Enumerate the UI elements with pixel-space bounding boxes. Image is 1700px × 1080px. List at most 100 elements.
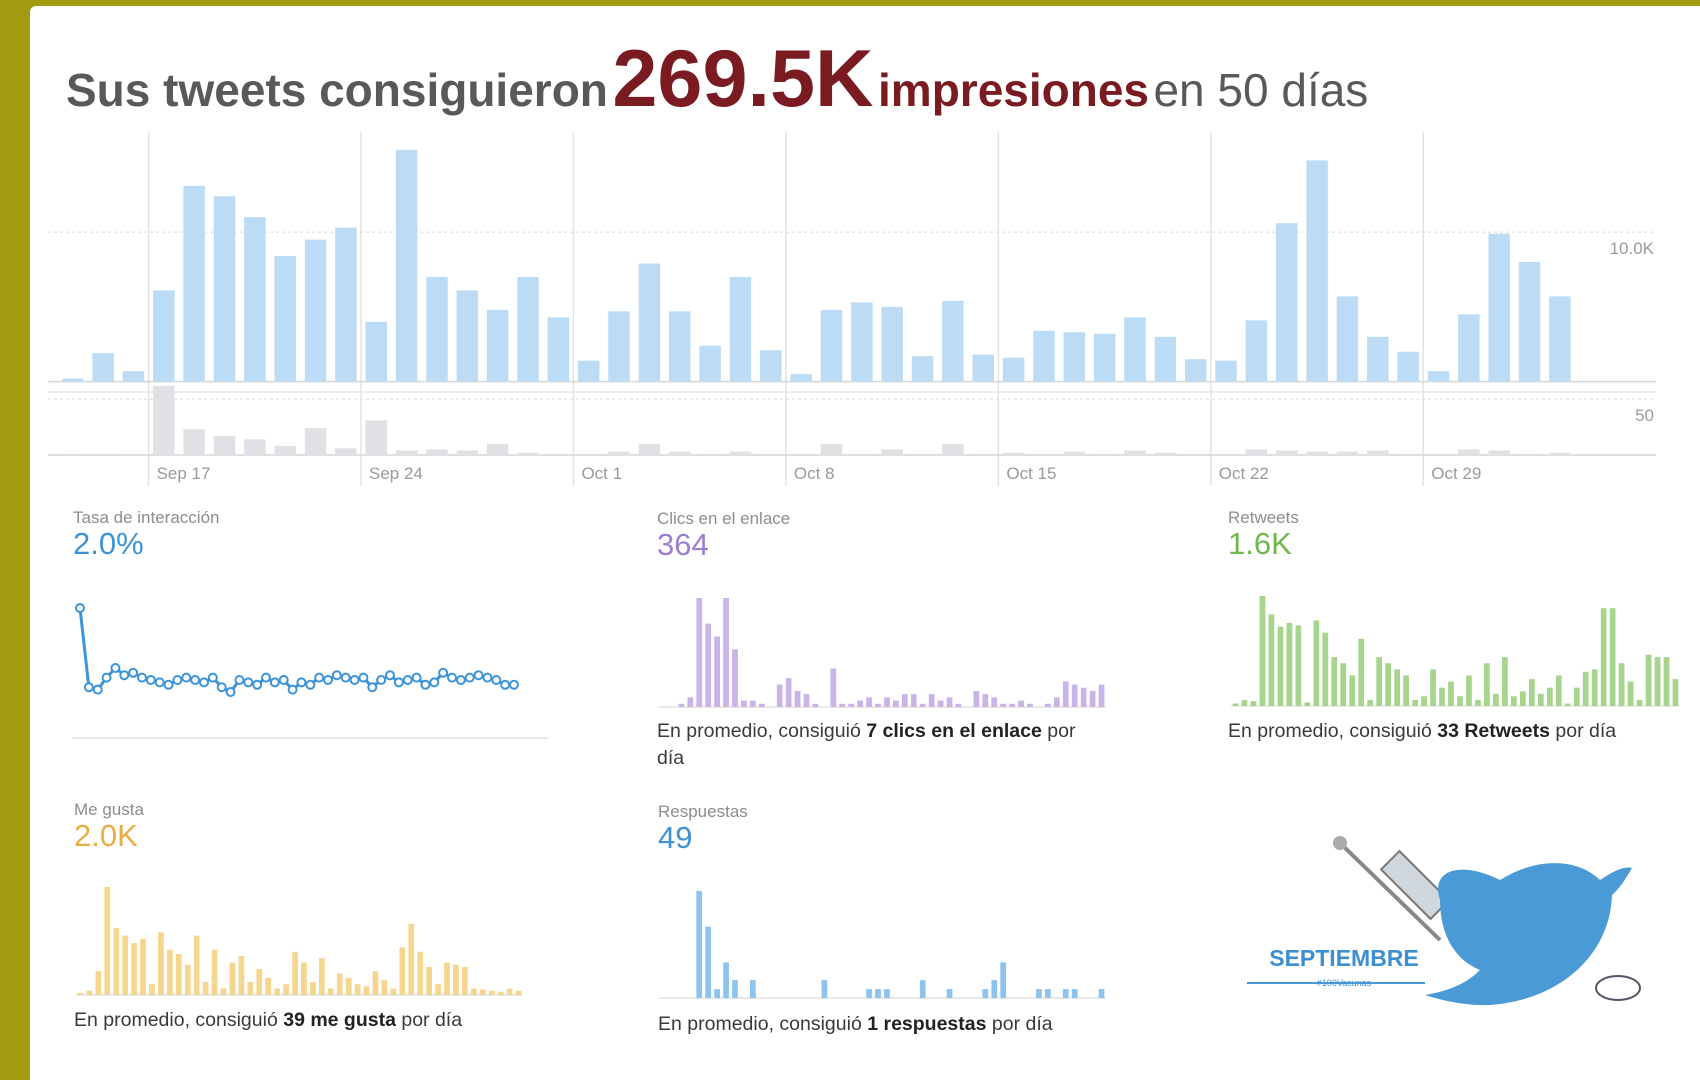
bar (1439, 688, 1445, 706)
bar (1063, 681, 1069, 707)
bar (1646, 655, 1652, 706)
x-tick-label: Oct 1 (581, 464, 622, 483)
bar (732, 649, 738, 707)
bar (1556, 675, 1562, 706)
bar (974, 691, 980, 707)
bar (319, 958, 325, 995)
bar (696, 891, 702, 998)
bar (1412, 700, 1418, 706)
bar (1520, 691, 1526, 706)
bar (1673, 679, 1679, 706)
bar (786, 678, 792, 707)
bar (678, 704, 684, 707)
bar (848, 704, 854, 707)
bar (517, 277, 539, 382)
bar (244, 217, 266, 381)
bar (1064, 332, 1086, 381)
bar (131, 943, 137, 995)
bar (292, 952, 298, 995)
y-tick-label: 10.0K (1610, 239, 1655, 258)
metric-value: 2.0K (74, 818, 138, 854)
bar (875, 704, 881, 707)
bar (1397, 454, 1419, 455)
bar (893, 701, 899, 707)
point (182, 674, 190, 682)
point (448, 674, 456, 682)
bar (1124, 317, 1146, 381)
bar (1367, 337, 1389, 382)
bar (1529, 679, 1535, 706)
bar (639, 264, 661, 382)
point (85, 683, 93, 691)
metric-title: Tasa de interacción (73, 508, 219, 528)
point (191, 676, 199, 684)
y-tick-label: 50 (1635, 406, 1654, 425)
bar (78, 993, 84, 995)
dashboard: Sus tweets consiguieron 269.5K impresion… (0, 0, 1700, 1080)
bar (399, 947, 405, 995)
metric-value: 1.6K (1228, 526, 1292, 562)
point (165, 681, 173, 689)
bar (1397, 352, 1419, 382)
bar (548, 317, 570, 381)
bar (1081, 688, 1087, 707)
bar (149, 984, 155, 995)
bar (1215, 361, 1237, 382)
bar (795, 691, 801, 707)
bar (938, 701, 944, 707)
point (377, 676, 385, 684)
headline-value: 269.5K (612, 34, 873, 124)
bar (1488, 234, 1510, 382)
bar (1155, 337, 1177, 382)
logo (1596, 976, 1640, 1000)
bar (759, 704, 765, 707)
point (430, 678, 438, 686)
bar (705, 624, 711, 707)
bar (1000, 962, 1006, 998)
decoration: SEPTIEMBRE #100Vacunas (1247, 836, 1640, 1005)
bar (1033, 331, 1055, 382)
bar (1484, 663, 1490, 706)
bar (1367, 451, 1389, 455)
bar (123, 454, 145, 455)
summary: En promedio, consiguió 7 clics en el enl… (657, 718, 1107, 772)
bar (1033, 454, 1055, 455)
bar (821, 444, 843, 455)
bar (730, 277, 752, 382)
metric-value: 364 (657, 527, 709, 563)
bar (244, 439, 266, 455)
bar (1278, 627, 1284, 706)
point (404, 676, 412, 684)
bar (366, 420, 388, 455)
point (386, 671, 394, 679)
point (76, 604, 84, 612)
bar (991, 980, 997, 998)
bar (1457, 696, 1463, 706)
bar (62, 454, 84, 455)
bar (947, 697, 953, 707)
bar (669, 452, 691, 455)
bird (1425, 863, 1632, 1005)
bar (457, 290, 479, 381)
metric-title: Respuestas (658, 802, 748, 822)
bar (1072, 989, 1078, 998)
x-tick-label: Sep 17 (157, 464, 211, 483)
bar (457, 451, 479, 455)
bar (1628, 682, 1634, 706)
bar (912, 356, 934, 381)
bar (444, 963, 450, 995)
bar (335, 448, 357, 455)
point (235, 676, 243, 684)
metric-value: 49 (658, 820, 692, 856)
bar (705, 927, 711, 998)
bar (212, 950, 218, 995)
bar (741, 701, 747, 707)
bar (696, 598, 702, 707)
point (244, 678, 252, 686)
point (510, 681, 518, 689)
bar (608, 311, 630, 381)
bar (1286, 623, 1292, 706)
bar (1337, 296, 1359, 381)
bar (1394, 669, 1400, 706)
bar (730, 452, 752, 455)
